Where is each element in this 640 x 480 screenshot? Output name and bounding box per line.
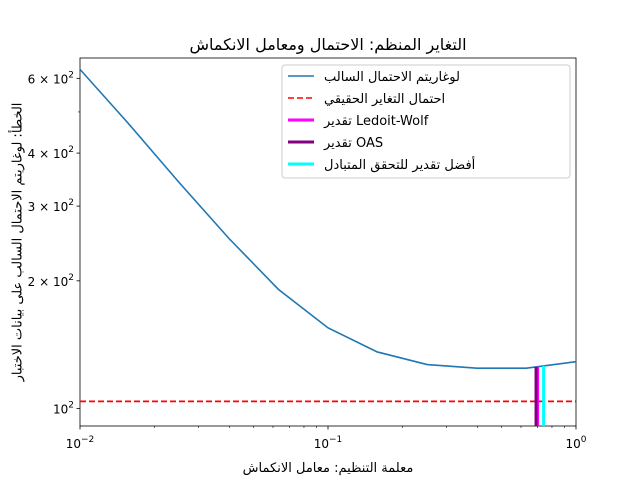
- x-axis-label: معلمة التنظيم: معامل الانكماش: [243, 461, 414, 476]
- legend-label: لوغاريتم الاحتمال السالب: [324, 70, 460, 85]
- y-tick-label: 4 × 102: [28, 145, 74, 161]
- y-tick-label: 102: [53, 401, 74, 417]
- x-tick-label: 10−1: [314, 435, 343, 451]
- y-axis-label: الخطأ: لوغاريتم الاحتمال السالب على بيان…: [8, 103, 26, 383]
- y-tick-label: 2 × 102: [28, 273, 74, 289]
- legend-label: تقدير OAS: [323, 136, 383, 151]
- y-tick-label: 3 × 102: [28, 198, 74, 214]
- legend-label: تقدير Ledoit-Wolf: [323, 114, 429, 129]
- series-layer: [80, 68, 576, 426]
- chart-title: التغاير المنظم: الاحتمال ومعامل الانكماش: [189, 35, 466, 55]
- series-line-nll: [80, 68, 576, 370]
- x-tick-label: 10−2: [66, 435, 95, 451]
- plot-axes: 10−2 10−1 100 102 2 × 102 3 × 102 4 × 102 6 × 1…: [28, 57, 587, 451]
- legend-box: [281, 64, 571, 179]
- legend-label: احتمال التغاير الحقيقي: [324, 92, 445, 107]
- x-tick-label: 100: [565, 435, 586, 451]
- legend-label: أفضل تقدير للتحقق المتبادل: [324, 156, 475, 173]
- y-tick-label: 6 × 102: [28, 70, 74, 86]
- legend: لوغاريتم الاحتمال السالب احتمال التغاير ا…: [281, 64, 571, 179]
- plot-frame: [79, 57, 577, 427]
